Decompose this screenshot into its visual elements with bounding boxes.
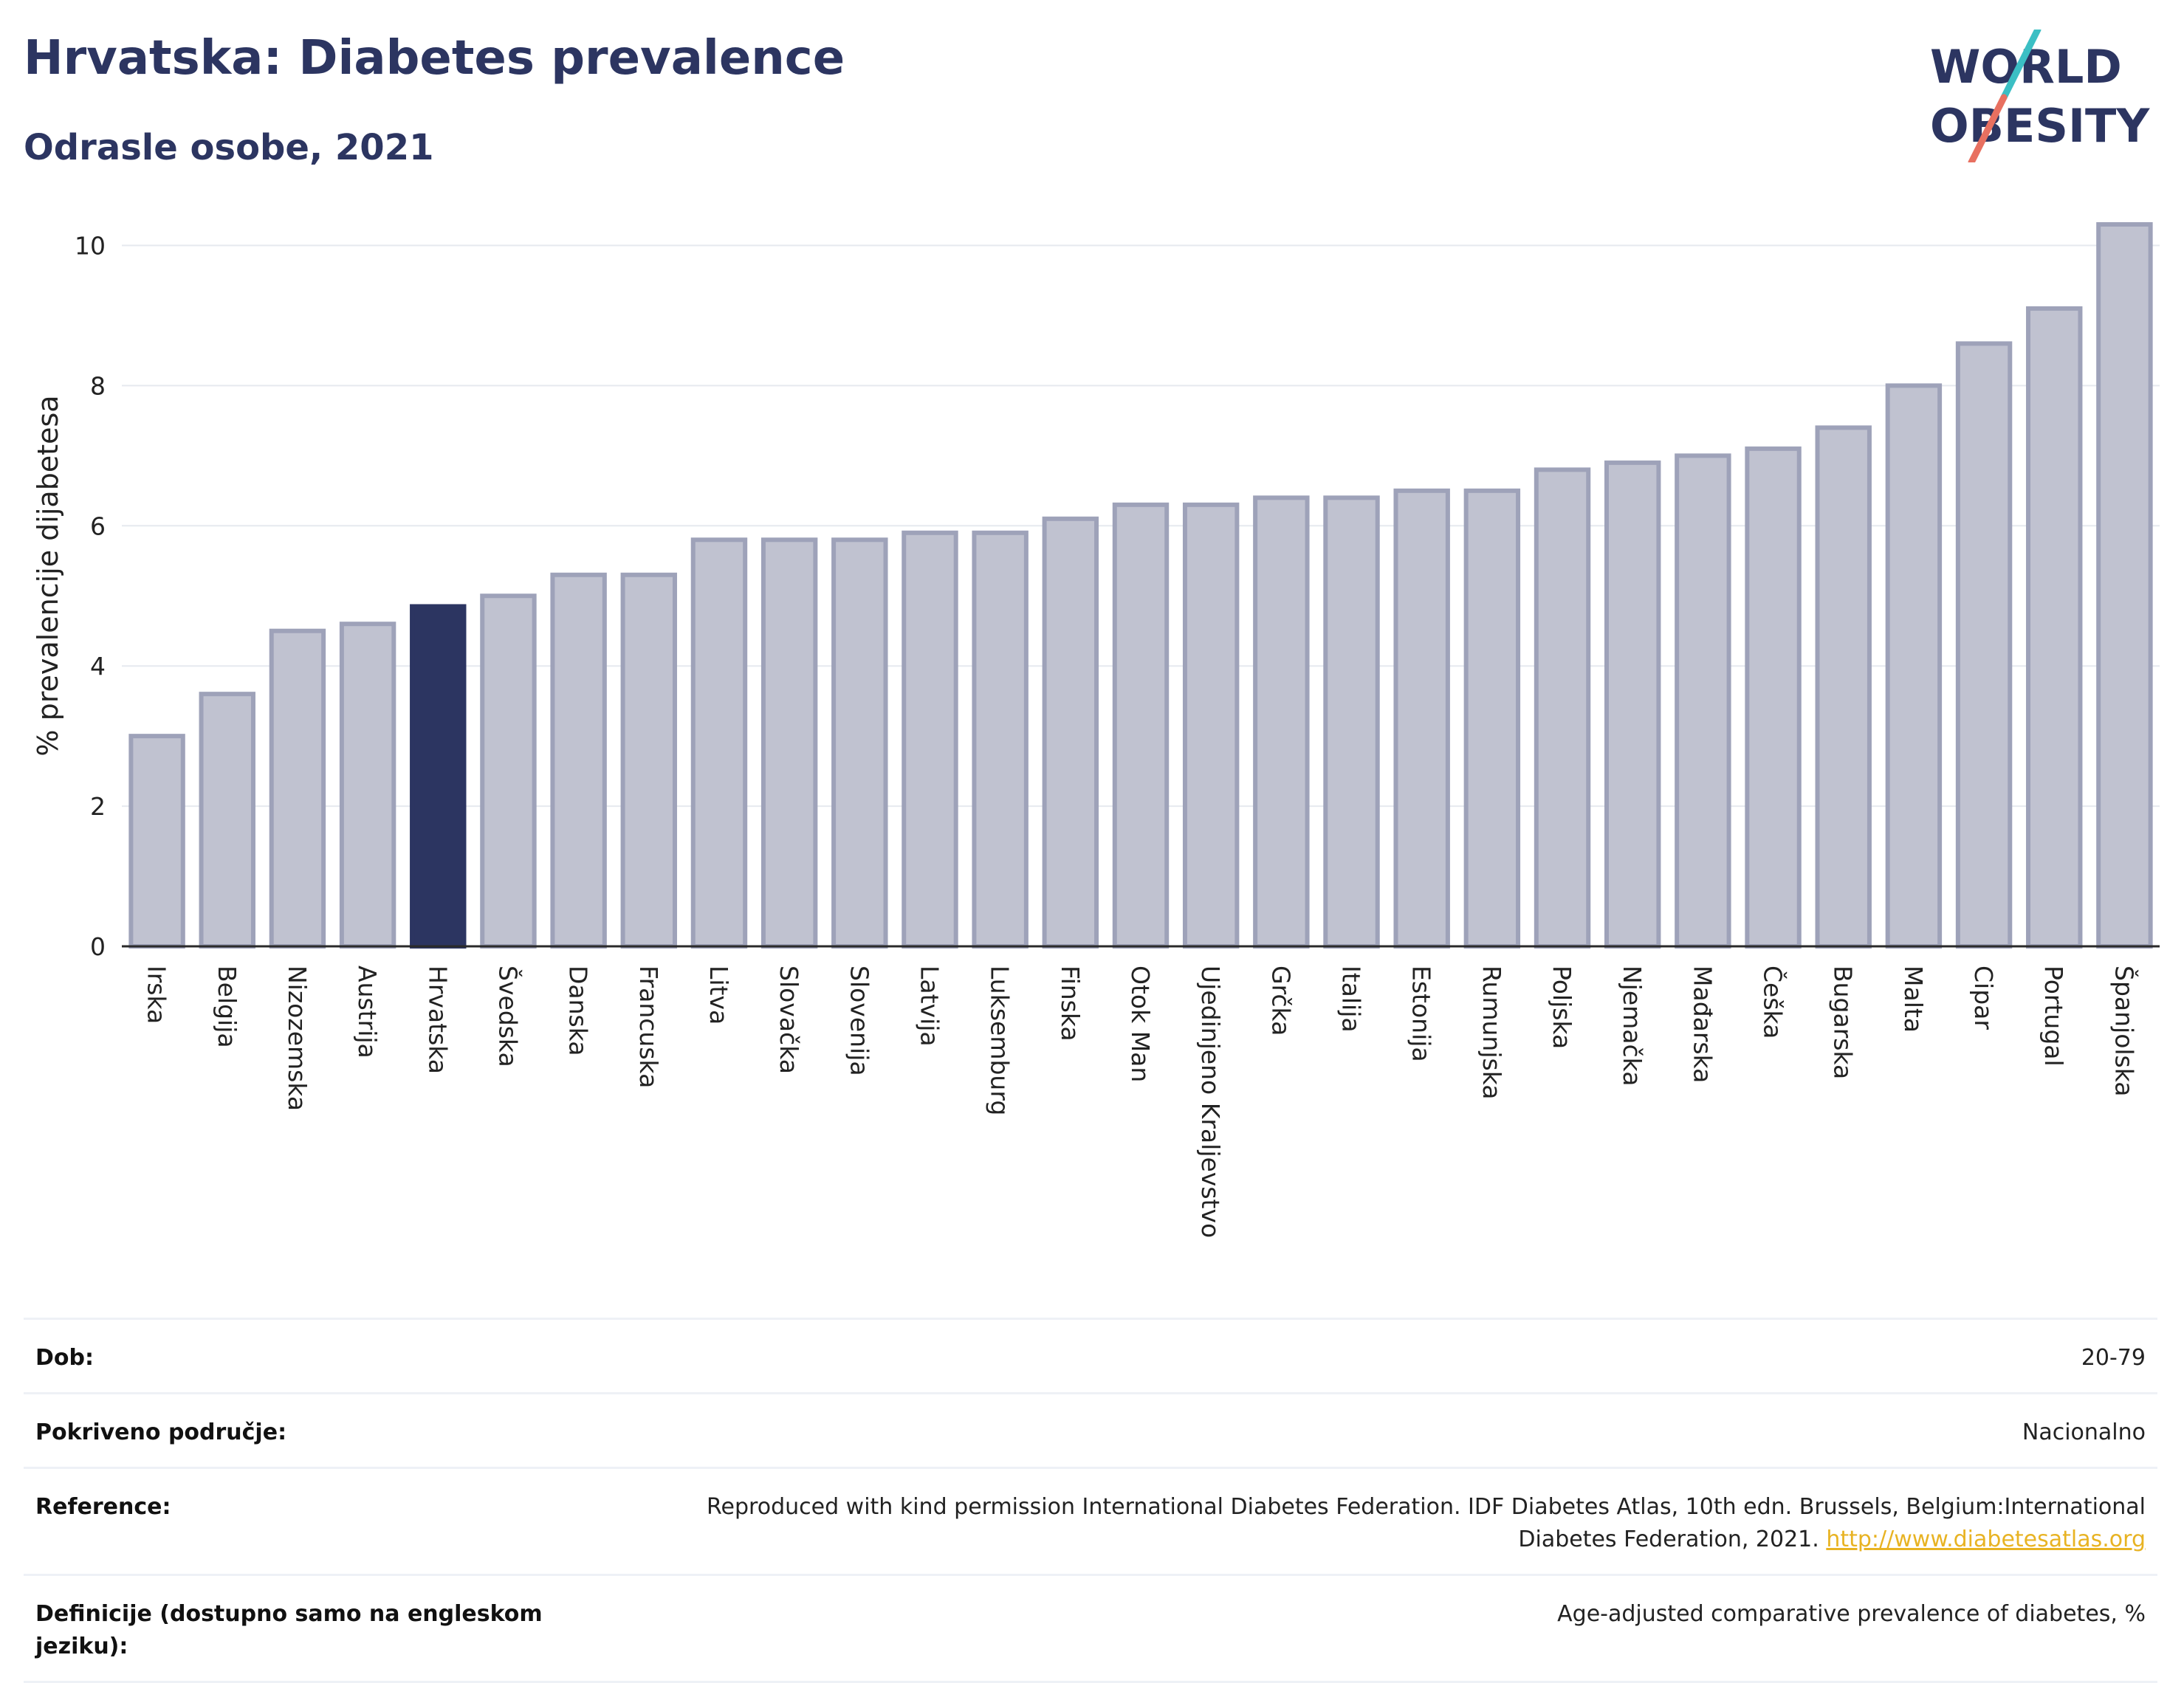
metadata-key: Definicije (dostupno samo na engleskom j… [35,1601,543,1659]
bars [128,221,2153,949]
metadata-value: Age-adjusted comparative prevalence of d… [1557,1601,2146,1627]
bar [1604,460,1661,949]
x-tick-label: Belgija [213,966,241,1048]
x-tick-label: Nizozemska [283,966,312,1111]
metadata-row: Definicije (dostupno samo na engleskom j… [24,1574,2157,1683]
bar [550,572,607,949]
x-tick-label: Portugal [2039,966,2068,1067]
metadata-key: Reference: [35,1494,171,1520]
x-tick-label: Malta [1899,966,1928,1033]
bar [128,734,185,949]
x-tick-label: Luksemburg [986,966,1014,1115]
x-tick-label: Slovenija [845,966,873,1076]
bar [1463,488,1521,949]
bar [1253,495,1310,949]
x-tick-label: Njemačka [1618,966,1646,1086]
metadata-value: 20-79 [2081,1345,2146,1371]
chart-subtitle: Odrasle osobe, 2021 [24,127,434,168]
bar [1885,383,1943,949]
x-tick-label: Španjolska [2109,966,2139,1097]
x-tick-label: Češka [1759,966,1788,1039]
x-tick-label: Rumunjska [1477,966,1506,1099]
y-axis-ticks: 0 2 4 6 8 10 [75,231,106,961]
y-tick-label: 8 [90,371,106,400]
x-tick-label: Finska [1056,966,1085,1042]
y-axis-title: % prevalencije dijabetesa [32,395,64,756]
y-tick-label: 2 [90,792,106,821]
y-tick-label: 10 [75,231,106,260]
bar [1323,495,1380,949]
x-tick-label: Ujedinjeno Kraljevstvo [1196,966,1225,1238]
metadata-key: Dob: [35,1345,94,1371]
chart-title: Hrvatska: Diabetes prevalence [24,31,845,86]
metadata-row: Reference: Reproduced with kind permissio… [24,1467,2157,1574]
reference-link[interactable]: http://www.diabetesatlas.org [1826,1527,2146,1552]
metadata-key: Pokriveno područje: [35,1419,287,1445]
bar [339,622,396,949]
bar [1393,488,1450,949]
y-tick-label: 6 [90,512,106,540]
bar-chart: 0 2 4 6 8 10 Irska Belgija Nizozemska Austrija Hr… [32,221,2160,1238]
bar [760,537,818,949]
svg-text:OBESITY: OBESITY [1930,99,2150,153]
bar [1112,502,1170,949]
bar [902,530,958,949]
bar [1042,516,1099,949]
metadata-row: Pokriveno područje: Nacionalno [24,1392,2157,1467]
x-tick-label: Poljska [1548,966,1576,1049]
metadata-value: Nacionalno [2022,1419,2146,1445]
x-tick-label: Irska [142,966,171,1024]
bar [1675,453,1731,949]
bar [620,572,678,949]
bar [2096,221,2153,949]
x-tick-label: Austrija [353,966,382,1059]
x-tick-label: Slovačka [775,966,803,1074]
x-tick-label: Francuska [634,966,663,1088]
x-tick-label: Grčka [1266,966,1295,1036]
x-tick-label: Cipar [1969,966,1998,1030]
bar [1955,341,2013,949]
bar [972,530,1029,949]
bar [1182,502,1240,949]
bar [1745,446,1802,949]
bar-highlighted [410,604,467,949]
bar [690,537,748,949]
bar [831,537,888,949]
x-axis-ticks: Irska Belgija Nizozemska Austrija Hrvatska Šv… [142,966,2140,1238]
bar [1815,425,1872,949]
x-tick-label: Bugarska [1829,966,1858,1079]
bar [1534,467,1591,949]
metadata-value: Reproduced with kind permission Internat… [707,1494,2146,1552]
bar [480,593,537,949]
x-tick-label: Danska [564,966,593,1056]
x-tick-label: Otok Man [1126,966,1155,1082]
bar [199,692,255,949]
x-tick-label: Švedska [493,966,523,1067]
x-tick-label: Estonija [1407,966,1436,1062]
x-tick-label: Hrvatska [423,966,452,1074]
x-tick-label: Litva [704,966,733,1025]
world-obesity-logo: WORLD OBESITY [1930,30,2150,162]
y-tick-label: 4 [90,652,106,681]
bar [2026,306,2083,949]
x-tick-label: Italija [1337,966,1366,1033]
bar [269,628,326,949]
metadata-row: Dob: 20-79 [24,1318,2157,1392]
x-tick-label: Mađarska [1688,966,1717,1083]
y-tick-label: 0 [90,932,106,961]
metadata-table: Dob: 20-79 Pokriveno područje: Nacionalno Re… [24,1318,2157,1683]
x-tick-label: Latvija [915,966,944,1047]
